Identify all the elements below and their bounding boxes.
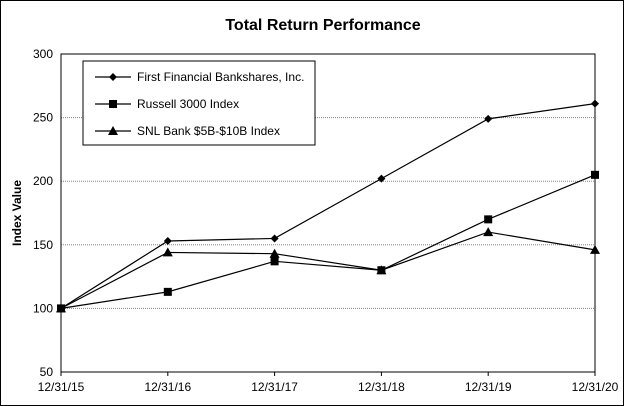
legend: First Financial Bankshares, Inc. Russell … — [82, 60, 316, 146]
series-line — [60, 231, 596, 309]
legend-marker — [108, 126, 118, 135]
data-point — [269, 248, 280, 258]
plot-area — [60, 53, 596, 373]
data-point — [56, 303, 66, 313]
data-point — [270, 234, 279, 243]
y-tick-label: 150 — [33, 238, 53, 252]
data-point — [591, 170, 599, 179]
y-tick-label: 300 — [33, 47, 53, 61]
data-point — [376, 265, 387, 275]
legend-label: Russell 3000 Index — [137, 97, 239, 111]
series-square — [57, 170, 599, 313]
data-point — [484, 114, 493, 123]
legend-entry: Russell 3000 Index — [95, 97, 239, 111]
data-point — [483, 227, 494, 237]
series-line — [60, 103, 596, 309]
legend-marker — [109, 100, 117, 108]
x-tick-label: 12/31/18 — [358, 380, 405, 394]
data-point — [163, 236, 172, 245]
legend-entry: SNL Bank $5B-$10B Index — [95, 124, 280, 138]
y-tick-label: 250 — [33, 111, 53, 125]
legend-entry: First Financial Bankshares, Inc. — [95, 70, 304, 84]
x-axis-ticks: 12/31/15 12/31/16 12/31/17 12/31/18 12/31/19… — [38, 372, 619, 394]
y-axis-label: Index Value — [10, 180, 24, 246]
y-tick-label: 50 — [40, 365, 54, 379]
legend-marker — [109, 73, 117, 81]
legend-label: SNL Bank $5B-$10B Index — [137, 124, 280, 138]
y-tick-label: 100 — [33, 301, 53, 315]
x-tick-label: 12/31/19 — [465, 380, 512, 394]
data-point — [377, 174, 386, 183]
series-line — [60, 174, 596, 309]
y-tick-label: 200 — [33, 174, 53, 188]
data-point — [484, 215, 493, 224]
x-tick-label: 12/31/16 — [144, 380, 191, 394]
data-point — [162, 247, 173, 257]
x-tick-label: 12/31/20 — [572, 380, 619, 394]
series-triangle — [56, 227, 600, 313]
gridlines — [61, 117, 595, 309]
legend-label: First Financial Bankshares, Inc. — [137, 70, 304, 84]
series-layer — [56, 99, 600, 313]
x-tick-label: 12/31/15 — [38, 380, 85, 394]
data-point — [163, 287, 172, 296]
x-tick-label: 12/31/17 — [251, 380, 298, 394]
y-axis-ticks: 50 100 150 200 250 300 — [33, 47, 53, 379]
data-point — [270, 257, 279, 266]
data-point — [590, 244, 600, 254]
data-point — [591, 99, 599, 108]
chart-title: Total Return Performance — [225, 17, 420, 34]
